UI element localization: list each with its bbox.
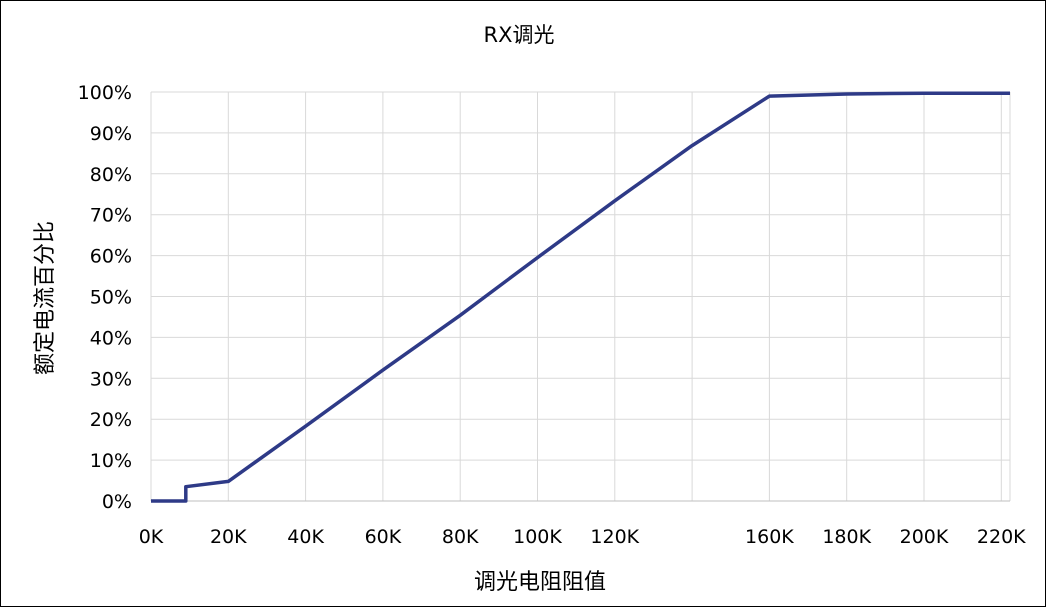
y-tick-label: 90% bbox=[90, 123, 132, 145]
y-axis-ticks: 0% 10% 20% 30% 40% 50% 60% 70% 80% 90% 100% bbox=[78, 82, 132, 513]
y-tick-label: 80% bbox=[90, 164, 132, 186]
x-axis-label: 调光电阻阻值 bbox=[474, 570, 606, 595]
y-tick-label: 50% bbox=[90, 287, 132, 309]
y-tick-label: 40% bbox=[90, 327, 132, 349]
y-tick-label: 20% bbox=[90, 409, 132, 431]
x-tick-label: 180K bbox=[822, 526, 871, 548]
y-tick-label: 70% bbox=[90, 205, 132, 227]
y-tick-label: 10% bbox=[90, 450, 132, 472]
x-tick-label: 100K bbox=[513, 526, 562, 548]
x-tick-label: 120K bbox=[590, 526, 639, 548]
series-line bbox=[151, 91, 1010, 503]
y-tick-label: 30% bbox=[90, 368, 132, 390]
y-tick-label: 0% bbox=[102, 491, 132, 513]
y-axis-label: 额定电流百分比 bbox=[33, 221, 58, 375]
x-tick-label: 40K bbox=[287, 526, 324, 548]
y-tick-label: 100% bbox=[78, 82, 132, 104]
x-tick-label: 200K bbox=[900, 526, 949, 548]
x-tick-label: 60K bbox=[365, 526, 402, 548]
x-tick-label: 0K bbox=[139, 526, 164, 548]
chart-title: RX调光 bbox=[484, 23, 555, 47]
x-axis-ticks: 0K 20K 40K 60K 80K 100K 120K 160K 180K 200K 220K bbox=[139, 526, 1026, 548]
x-tick-label: 220K bbox=[977, 526, 1026, 548]
grid-lines bbox=[150, 91, 1011, 502]
y-tick-label: 60% bbox=[90, 246, 132, 268]
x-tick-label: 80K bbox=[442, 526, 479, 548]
series-group bbox=[151, 91, 1010, 503]
x-tick-label: 160K bbox=[745, 526, 794, 548]
x-tick-label: 20K bbox=[210, 526, 247, 548]
